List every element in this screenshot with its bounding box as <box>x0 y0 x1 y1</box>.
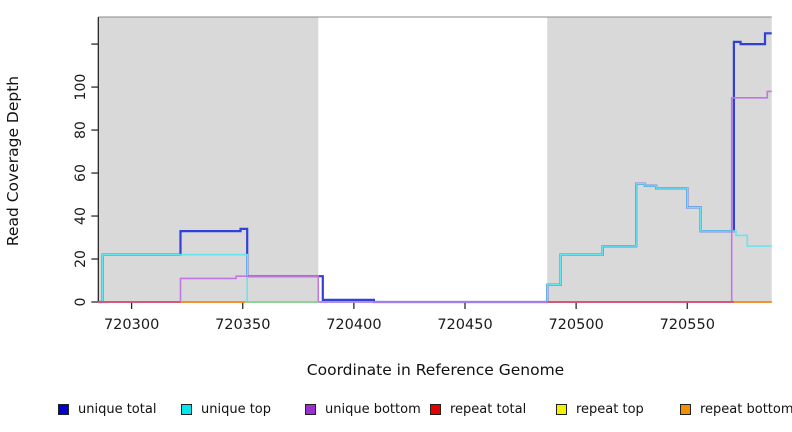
legend-label: repeat top <box>576 401 644 417</box>
y-tick-label: 0 <box>73 298 89 307</box>
shaded-region <box>547 17 772 302</box>
legend-item-unique-total: unique total <box>58 399 156 419</box>
shaded-region <box>98 17 319 302</box>
legend-item-unique-bottom: unique bottom <box>305 399 421 419</box>
y-axis-title: Read Coverage Depth <box>4 75 22 247</box>
x-tick-label: 720450 <box>437 317 492 333</box>
legend-item-repeat-top: repeat top <box>556 399 644 419</box>
legend-label: unique bottom <box>325 401 421 417</box>
x-tick-label: 720350 <box>215 317 270 333</box>
legend-label: repeat bottom <box>700 401 792 417</box>
legend-swatch-icon <box>181 403 192 415</box>
legend-label: unique total <box>78 401 157 417</box>
legend-swatch-icon <box>58 403 69 415</box>
legend-swatch-icon <box>556 403 567 415</box>
y-tick-label: 80 <box>73 121 89 139</box>
legend-item-unique-top: unique top <box>181 399 271 419</box>
legend-item-repeat-bottom: repeat bottom <box>680 399 792 419</box>
coverage-plot-canvas: 0 20 40 60 80 100 720300 720350 720400 720450 7205… <box>73 16 772 333</box>
legend-swatch-icon <box>305 403 316 415</box>
legend-swatch-icon <box>430 403 441 415</box>
legend-label: unique top <box>201 401 272 417</box>
y-tick-label: 100 <box>73 74 89 101</box>
x-axis-title: Coordinate in Reference Genome <box>306 361 565 379</box>
y-tick-label: 60 <box>73 164 89 182</box>
y-tick-label: 40 <box>73 207 89 225</box>
x-tick-label: 720400 <box>326 317 381 333</box>
legend-item-repeat-total: repeat total <box>430 399 526 419</box>
chart-legend: unique total unique top unique bottom repea… <box>0 399 792 423</box>
legend-label: repeat total <box>450 401 527 417</box>
legend-swatch-icon <box>680 403 691 415</box>
series-unique-bottom-line <box>98 90 772 303</box>
x-tick-label: 720500 <box>548 317 603 333</box>
y-tick-label: 20 <box>73 250 89 268</box>
x-tick-label: 720550 <box>660 317 715 333</box>
x-tick-label: 720300 <box>104 317 159 333</box>
